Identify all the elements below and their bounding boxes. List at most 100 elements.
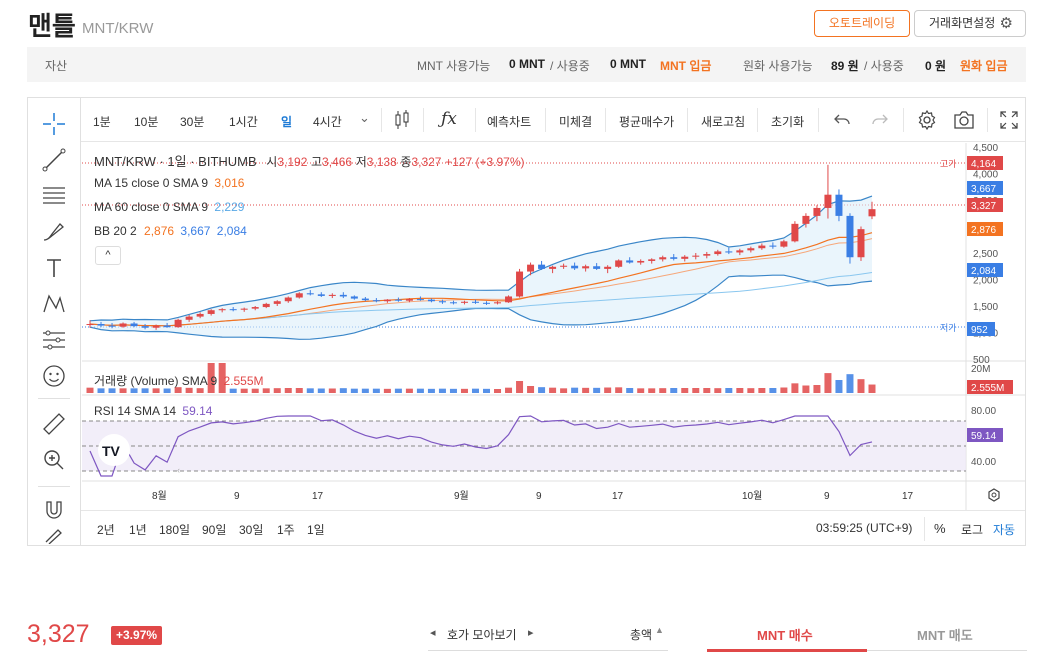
candle-body	[538, 264, 546, 269]
buy-tab[interactable]: MNT 매수	[757, 628, 813, 643]
candle-body	[494, 302, 502, 304]
svg-text:3,327: 3,327	[971, 201, 996, 212]
interval-10m[interactable]: 10분	[134, 115, 159, 129]
interval-30m[interactable]: 30분	[180, 115, 205, 129]
volume-bar	[725, 388, 733, 393]
clock[interactable]: 03:59:25 (UTC+9)	[816, 521, 913, 535]
settings-gear-icon[interactable]	[916, 109, 938, 131]
sell-tab-indicator	[867, 650, 1027, 651]
pattern-icon[interactable]	[40, 290, 68, 318]
orderbook-collect-tab[interactable]: 호가 모아보기	[447, 628, 517, 642]
time-axis-tick: 9	[234, 491, 240, 502]
svg-text:저가: 저가	[940, 323, 957, 333]
candle-body	[703, 254, 711, 256]
refresh-button[interactable]: 새로고침	[701, 115, 746, 129]
interval-1h[interactable]: 1시간	[229, 115, 258, 129]
volume-bar	[758, 388, 766, 393]
forecast-chart-button[interactable]: 예측차트	[487, 115, 532, 129]
zoom-in-icon[interactable]	[40, 446, 68, 474]
magnet-icon[interactable]	[40, 496, 68, 524]
screen-settings-button[interactable]: 거래화면설정 ⚙	[914, 10, 1026, 37]
unfilled-orders-button[interactable]: 미체결	[559, 115, 593, 129]
volume-bar	[273, 388, 281, 393]
buy-tab-indicator	[707, 649, 867, 652]
range-1d[interactable]: 1일	[307, 523, 325, 537]
sort-icon[interactable]: ▲	[655, 625, 664, 635]
volume-bar	[604, 387, 612, 393]
chevron-left-icon[interactable]: ◂	[430, 627, 436, 639]
range-1y[interactable]: 1년	[129, 523, 147, 537]
trend-line-icon[interactable]	[40, 146, 68, 174]
collapse-arrow-icon[interactable]: ‹	[177, 465, 180, 475]
volume-value: 2.555M	[223, 374, 264, 388]
redo-icon[interactable]	[871, 111, 889, 129]
indicator-fx-icon[interactable]: ƒx	[441, 109, 457, 129]
volume-bar	[218, 363, 226, 393]
percent-scale-toggle[interactable]: %	[934, 521, 946, 536]
candle-body	[604, 266, 612, 269]
krw-deposit-link[interactable]: 원화 입금	[960, 59, 1008, 73]
emoji-icon[interactable]	[40, 362, 68, 390]
avg-price-button[interactable]: 평균매수가	[619, 115, 675, 129]
interval-1d[interactable]: 일	[281, 115, 293, 129]
svg-text:2,084: 2,084	[971, 266, 996, 277]
ruler-icon[interactable]	[40, 410, 68, 438]
volume-bar	[163, 388, 171, 393]
bollinger-upper-line	[89, 195, 873, 322]
auto-trading-button[interactable]: 오토트레이딩	[814, 10, 910, 37]
legend-collapse-button[interactable]: ^	[95, 246, 121, 265]
log-scale-toggle[interactable]: 로그	[961, 523, 984, 537]
range-180d[interactable]: 180일	[159, 523, 191, 537]
price-chart[interactable]: TV ‹ 4,5004,0003,5003,0002,5002,0001,500…	[82, 143, 1026, 510]
krw-inuse: 0 원	[925, 59, 947, 73]
svg-text:TV: TV	[102, 443, 121, 459]
volume-bar	[438, 388, 446, 393]
crosshair-icon[interactable]	[40, 110, 68, 138]
undo-icon[interactable]	[833, 111, 851, 129]
candle-body	[284, 297, 292, 302]
candle-body	[295, 293, 303, 298]
text-tool-icon[interactable]	[40, 254, 68, 282]
candle-body	[659, 257, 667, 260]
axis-settings-icon[interactable]	[988, 488, 1000, 502]
prediction-icon[interactable]	[40, 326, 68, 354]
bb-low-value: 2,084	[216, 224, 247, 238]
candle-body	[130, 323, 138, 327]
volume-bar	[339, 388, 347, 393]
reset-button[interactable]: 초기화	[771, 115, 805, 129]
range-30d[interactable]: 30일	[239, 523, 264, 537]
interval-4h[interactable]: 4시간	[313, 115, 342, 129]
sell-tab[interactable]: MNT 매도	[917, 628, 973, 643]
volume-bar	[174, 387, 182, 393]
auto-scale-toggle[interactable]: 자동	[993, 523, 1016, 537]
brush-icon[interactable]	[40, 218, 68, 246]
fullscreen-icon[interactable]	[999, 110, 1019, 130]
svg-text:2.555M: 2.555M	[971, 383, 1004, 394]
chevron-down-icon[interactable]: ⌄	[359, 110, 370, 125]
fib-lines-icon[interactable]	[40, 182, 68, 210]
range-1w[interactable]: 1주	[277, 523, 295, 537]
volume-bar	[427, 388, 435, 393]
candle-body	[527, 264, 535, 272]
gear-icon: ⚙	[999, 15, 1013, 32]
coin-pair: MNT/KRW	[82, 20, 154, 37]
volume-bar	[637, 388, 645, 393]
candle-body	[328, 294, 336, 296]
camera-icon[interactable]	[953, 110, 975, 130]
price-tag-bb-mid: 2,876	[967, 222, 1003, 236]
rsi-axis-40: 40.00	[971, 457, 996, 468]
range-90d[interactable]: 90일	[202, 523, 227, 537]
volume-bar	[383, 388, 391, 393]
pencil-lock-icon[interactable]	[40, 528, 68, 544]
candle-body	[791, 223, 799, 242]
legend-close: 3,327	[411, 155, 442, 169]
candle-type-icon[interactable]	[393, 110, 411, 130]
total-sort[interactable]: 총액	[630, 628, 653, 642]
candle-body	[780, 241, 788, 247]
candle-body	[648, 259, 656, 261]
range-2y[interactable]: 2년	[97, 523, 115, 537]
interval-1m[interactable]: 1분	[93, 115, 111, 129]
mnt-deposit-link[interactable]: MNT 입금	[660, 59, 712, 73]
legend-volume: 거래량 (Volume) SMA 9 2.555M	[94, 372, 264, 389]
chevron-right-icon[interactable]: ▸	[528, 627, 534, 639]
